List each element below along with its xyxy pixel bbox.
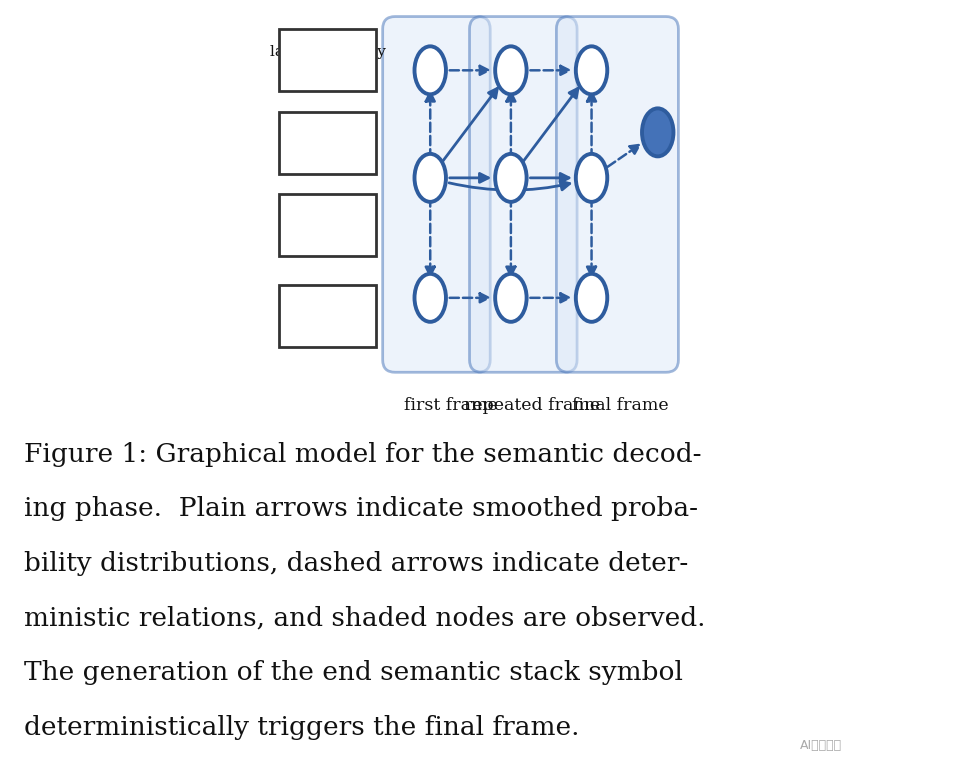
Text: s: s [342,319,349,332]
Ellipse shape [414,154,446,202]
Text: repeated frame: repeated frame [464,397,599,414]
FancyBboxPatch shape [557,17,679,372]
Text: s: s [342,145,349,159]
Text: AI部落联盟: AI部落联盟 [800,739,842,752]
Text: first frame: first frame [404,397,498,414]
Text: semantic
stack: semantic stack [293,211,363,241]
Ellipse shape [496,154,527,202]
Ellipse shape [576,46,607,94]
Text: ing phase.  Plain arrows indicate smoothed proba-: ing phase. Plain arrows indicate smoothe… [24,496,698,522]
FancyBboxPatch shape [279,112,377,174]
Text: last mandatory
stack: last mandatory stack [270,45,386,75]
Ellipse shape [414,46,446,94]
Text: bility distributions, dashed arrows indicate deter-: bility distributions, dashed arrows indi… [24,551,688,576]
FancyBboxPatch shape [279,286,377,348]
Ellipse shape [496,46,527,94]
Text: semantic
stack: semantic stack [293,301,363,332]
Ellipse shape [576,154,607,202]
Ellipse shape [414,273,446,322]
Text: final frame: final frame [572,397,669,414]
Text: deterministically triggers the final frame.: deterministically triggers the final fra… [24,715,580,740]
Text: s: s [342,228,349,241]
Text: Figure 1: Graphical model for the semantic decod-: Figure 1: Graphical model for the semant… [24,442,702,466]
Text: semantic
stack: semantic stack [293,128,363,158]
Ellipse shape [496,273,527,322]
FancyBboxPatch shape [382,17,490,372]
FancyBboxPatch shape [469,17,577,372]
FancyBboxPatch shape [279,29,377,91]
Ellipse shape [642,108,674,156]
Text: The generation of the end semantic stack symbol: The generation of the end semantic stack… [24,660,683,686]
Text: ministic relations, and shaded nodes are observed.: ministic relations, and shaded nodes are… [24,606,706,630]
Ellipse shape [576,273,607,322]
FancyBboxPatch shape [279,195,377,257]
